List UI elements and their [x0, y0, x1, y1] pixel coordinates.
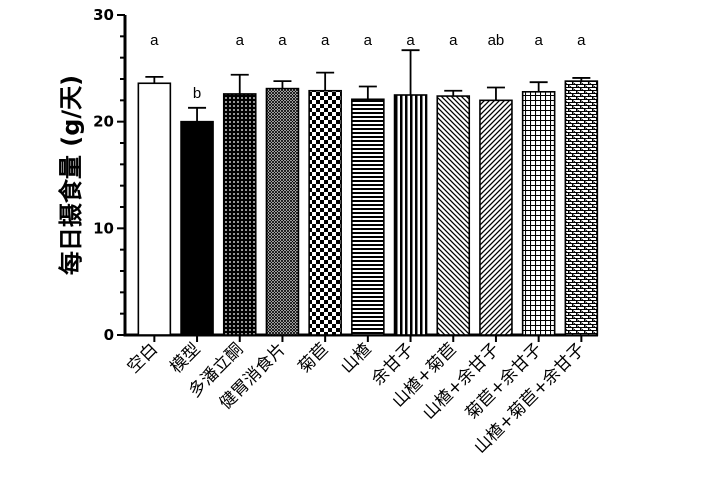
significance-label: a	[364, 32, 373, 49]
error-bars	[145, 49, 591, 122]
bar	[265, 87, 300, 336]
y-axis-title-group: 每日摄食量 (g/天)	[57, 75, 85, 275]
bar	[351, 98, 385, 336]
y-tick-label: 30	[93, 6, 114, 24]
bar	[180, 120, 214, 336]
significance-label: a	[534, 32, 543, 49]
bar	[436, 95, 471, 336]
significance-label: a	[577, 32, 586, 49]
bar	[222, 93, 257, 336]
bar	[393, 94, 428, 336]
y-tick-label: 10	[93, 219, 114, 237]
bars	[137, 80, 599, 336]
significance-label: ab	[488, 32, 505, 49]
y-tick-label: 20	[93, 113, 114, 131]
category-label: 山楂	[337, 339, 375, 377]
category-label: 模型	[166, 339, 204, 377]
significance-label: a	[150, 32, 159, 49]
significance-labels: aba a a a a a ab a a	[150, 32, 586, 102]
bar	[308, 89, 342, 336]
significance-label: a	[278, 32, 287, 49]
y-ticks: 0 10 20 30	[93, 6, 125, 344]
y-axis-title: 每日摄食量 (g/天)	[57, 75, 85, 275]
bar	[521, 91, 556, 336]
significance-label: a	[449, 32, 458, 49]
category-label: 空白	[124, 339, 162, 377]
bar	[564, 80, 599, 336]
category-label: 菊苣	[295, 339, 333, 377]
significance-label: a	[406, 32, 415, 49]
bar	[479, 99, 513, 336]
bar	[137, 82, 172, 336]
y-tick-label: 0	[104, 326, 114, 344]
significance-label: a	[236, 32, 245, 49]
significance-label: b	[193, 85, 201, 102]
significance-label: a	[321, 32, 330, 49]
